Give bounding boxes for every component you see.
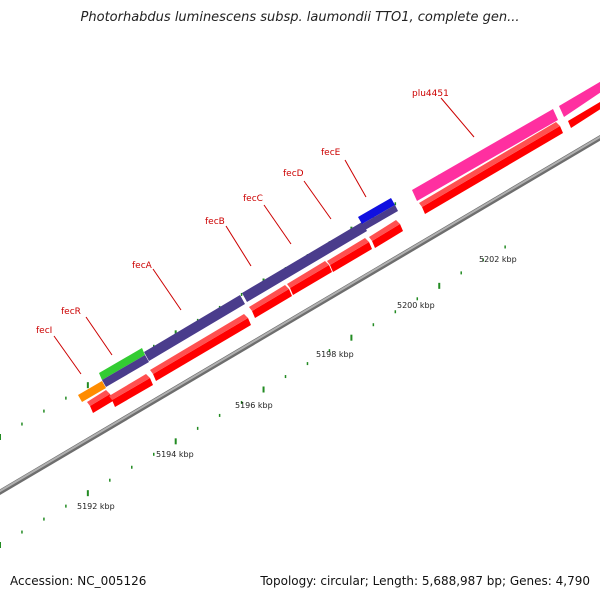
- position-label-5192: 5192 kbp: [77, 502, 115, 511]
- gene-label-fecR: fecR: [61, 307, 81, 317]
- cds-feature: [150, 314, 248, 374]
- position-label-5202: 5202 kbp: [479, 255, 517, 264]
- genome-backbone: [0, 135, 600, 495]
- cds-feature-track: [87, 101, 600, 413]
- cds-feature: [290, 265, 332, 295]
- fecE-gene-bar: [358, 198, 395, 224]
- fecA-gene-bar: [144, 295, 245, 361]
- cds-feature: [153, 318, 251, 381]
- gene-label-fecI: fecI: [36, 326, 52, 336]
- position-label-5194: 5194 kbp: [156, 450, 194, 459]
- gene-labels: fecI fecR fecA fecB fecC fecD fecE plu44…: [36, 89, 449, 336]
- fecB-fecC-fecD-gene-bar: [242, 222, 367, 302]
- gene-label-fecE: fecE: [321, 148, 341, 158]
- plu4451-gene-bar: [412, 109, 558, 201]
- page-title: Photorhabdus luminescens subsp. laumondi…: [80, 10, 520, 25]
- cds-feature: [568, 101, 600, 128]
- cds-feature: [419, 122, 560, 207]
- genome-summary-text: Topology: circular; Length: 5,688,987 bp…: [260, 574, 590, 588]
- position-labels: 5192 kbp 5194 kbp 5196 kbp 5198 kbp 5200…: [77, 255, 517, 511]
- cds-feature: [249, 285, 289, 311]
- gene-label-plu4451: plu4451: [412, 89, 449, 99]
- gene-label-leaders: [53, 97, 475, 375]
- position-label-5196: 5196 kbp: [235, 401, 273, 410]
- plu4451-gene-bar: [559, 81, 600, 117]
- cds-feature: [112, 378, 153, 407]
- gene-track: [78, 81, 600, 402]
- cds-feature: [327, 238, 369, 265]
- cds-feature: [287, 261, 329, 288]
- cds-feature: [87, 390, 110, 406]
- fecI-gene-bar: [78, 381, 106, 402]
- cds-feature: [109, 374, 150, 400]
- gene-label-fecA: fecA: [132, 261, 153, 271]
- gene-label-fecD: fecD: [283, 169, 304, 179]
- gene-label-fecB: fecB: [205, 217, 225, 227]
- gene-label-fecC: fecC: [243, 194, 263, 204]
- cds-feature: [330, 242, 372, 272]
- fecR-gene-bar: [99, 348, 145, 380]
- cds-feature: [422, 126, 563, 214]
- accession-text: Accession: NC_005126: [10, 574, 147, 588]
- position-label-5200: 5200 kbp: [397, 301, 435, 310]
- cds-feature: [252, 289, 292, 318]
- position-label-5198: 5198 kbp: [316, 350, 354, 359]
- cds-feature: [372, 224, 403, 248]
- cds-feature: [90, 394, 113, 413]
- cds-feature: [369, 220, 400, 241]
